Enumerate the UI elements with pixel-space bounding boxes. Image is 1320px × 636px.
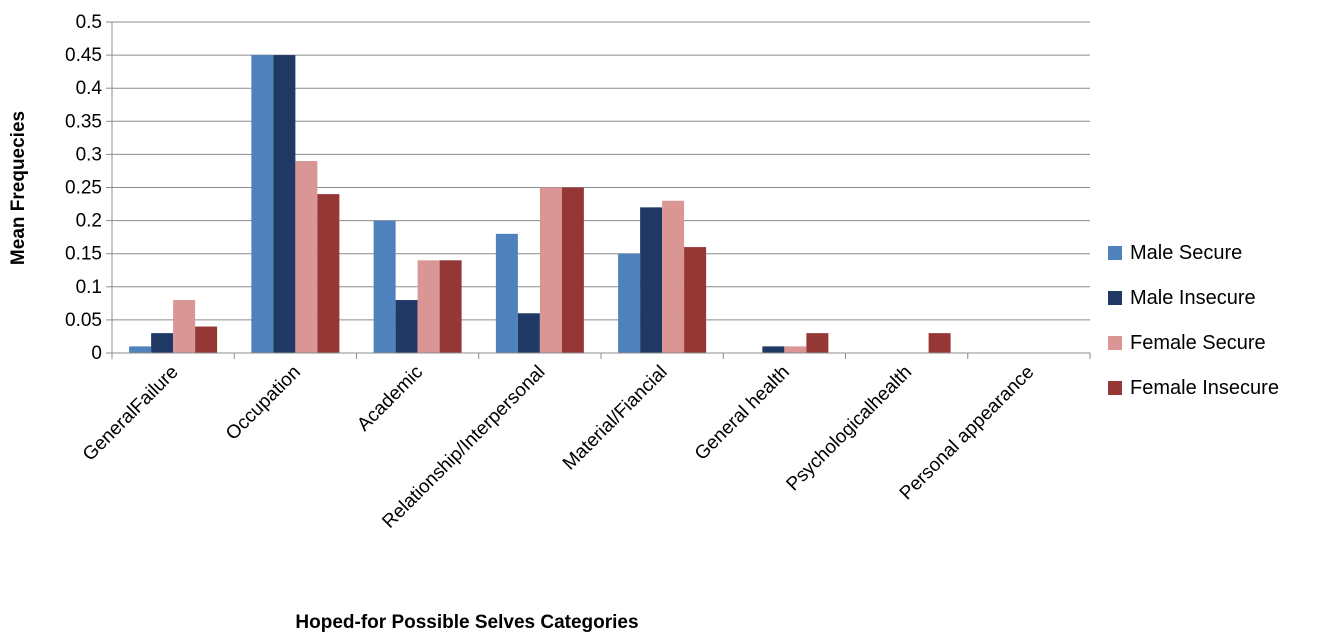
y-tick-label: 0.1 — [76, 277, 102, 298]
bar-male-secure — [495, 233, 518, 353]
legend-swatch — [1108, 291, 1122, 305]
bar-male-insecure — [640, 207, 663, 353]
bar-female-insecure — [195, 326, 218, 353]
y-axis-title: Mean Frequecies — [8, 111, 29, 265]
bar-female-secure — [784, 346, 807, 353]
legend: Male Secure Male Insecure Female Secure Fem… — [1108, 242, 1279, 399]
y-tick-label: 0 — [91, 343, 102, 364]
x-axis-category-labels: GeneralFailure Occupation AcademicRelation… — [79, 362, 1038, 533]
bar-male-secure — [251, 55, 274, 353]
y-axis-tick-labels: 0 0.05 0.1 0.15 0.2 0.25 0.3 0.35 0.4 0.45 0.5 — [65, 12, 102, 364]
bars — [129, 55, 951, 353]
bar-female-insecure — [928, 333, 951, 353]
x-category-label: GeneralFailure — [79, 362, 183, 466]
bar-female-secure — [173, 300, 196, 353]
y-tick-label: 0.25 — [65, 178, 102, 199]
y-tick-label: 0.5 — [76, 12, 102, 33]
y-tick-label: 0.45 — [65, 45, 102, 66]
bar-male-secure — [373, 220, 396, 353]
bar-female-insecure — [561, 187, 584, 353]
y-tick-label: 0.4 — [76, 78, 103, 99]
y-tick-label: 0.2 — [76, 211, 102, 232]
bar-female-insecure — [317, 194, 340, 353]
legend-swatch — [1108, 336, 1122, 350]
x-category-label: Academic — [353, 362, 427, 436]
legend-label: Female Secure — [1130, 332, 1266, 354]
x-category-label: Occupation — [222, 362, 305, 445]
x-category-label: Personal appearance — [896, 362, 1039, 505]
bar-male-secure — [618, 253, 641, 353]
bar-female-secure — [295, 161, 318, 353]
bar-male-secure — [129, 346, 152, 353]
bar-female-secure — [662, 200, 685, 353]
bar-male-insecure — [395, 300, 418, 353]
bar-female-secure — [539, 187, 562, 353]
x-category-label: Material/Fiancial — [559, 362, 672, 475]
bar-male-insecure — [762, 346, 785, 353]
bar-female-insecure — [439, 260, 462, 353]
bar-male-insecure — [151, 333, 174, 353]
x-axis-title: Hoped-for Possible Selves Categories — [295, 612, 638, 633]
legend-label: Male Insecure — [1130, 287, 1256, 309]
legend-label: Male Secure — [1130, 242, 1242, 264]
x-category-label: Psychologicalhealth — [783, 362, 917, 496]
bar-male-insecure — [273, 55, 296, 353]
x-category-label: General health — [691, 362, 794, 465]
legend-label: Female Insecure — [1130, 377, 1279, 399]
bar-female-secure — [417, 260, 440, 353]
y-tick-label: 0.05 — [65, 310, 102, 331]
axes — [106, 21, 1091, 359]
y-tick-label: 0.35 — [65, 111, 102, 132]
y-tick-label: 0.15 — [65, 244, 102, 265]
bar-female-insecure — [806, 333, 829, 353]
bar-male-insecure — [517, 313, 540, 353]
y-tick-label: 0.3 — [76, 144, 102, 165]
legend-swatch — [1108, 246, 1122, 260]
legend-swatch — [1108, 381, 1122, 395]
bar-female-insecure — [684, 247, 707, 353]
